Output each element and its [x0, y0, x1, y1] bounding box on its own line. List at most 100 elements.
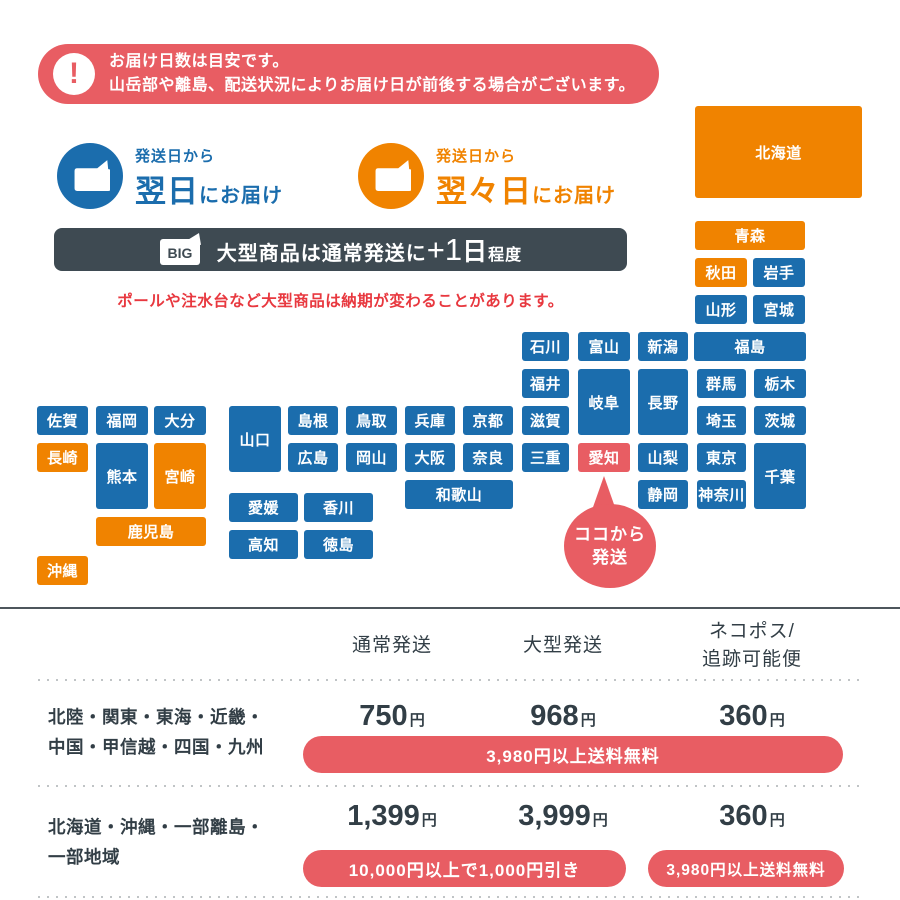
- prefecture-cell: 新潟: [638, 332, 688, 361]
- prefecture-cell: 石川: [522, 332, 569, 361]
- prefecture-cell: 静岡: [638, 480, 688, 509]
- dotted-separator: [38, 896, 862, 898]
- price-large-mainland: 968 円: [530, 700, 596, 732]
- prefecture-cell: 和歌山: [405, 480, 513, 509]
- prefecture-cell: 鹿児島: [96, 517, 206, 546]
- legend-two-day-big: 翌々日: [436, 174, 532, 209]
- prefecture-cell: 奈良: [463, 443, 513, 472]
- prefecture-cell: 大阪: [405, 443, 455, 472]
- package-box-glyph: [375, 160, 411, 191]
- free-shipping-pill: 3,980円以上送料無料: [303, 736, 843, 773]
- legend-caption: 発送日から: [436, 148, 517, 165]
- price-large-remote: 3,999 円: [518, 800, 608, 832]
- prefecture-cell: 東京: [697, 443, 746, 472]
- prefecture-cell: 三重: [522, 443, 569, 472]
- region-label-mainland: 北陸・関東・東海・近畿・ 中国・甲信越・四国・九州: [48, 702, 264, 762]
- prefecture-cell: 群馬: [697, 369, 746, 398]
- prefecture-cell: 福島: [694, 332, 806, 361]
- price-normal-mainland: 750 円: [359, 700, 425, 732]
- package-icon: [57, 143, 123, 209]
- prefecture-cell: 兵庫: [405, 406, 455, 435]
- package-icon: [358, 143, 424, 209]
- prefecture-cell: 大分: [154, 406, 206, 435]
- prefecture-cell: 島根: [288, 406, 338, 435]
- prefecture-cell: 富山: [578, 332, 630, 361]
- prefecture-cell: 徳島: [304, 530, 373, 559]
- prefecture-cell: 岐阜: [578, 369, 630, 435]
- table-top-divider: [0, 607, 900, 609]
- exclamation-glyph: !: [69, 57, 79, 90]
- prefecture-cell: 山梨: [638, 443, 688, 472]
- legend-next-day: 発送日から 翌日にお届け: [57, 143, 283, 211]
- prefecture-cell: 岡山: [346, 443, 397, 472]
- bubble-line-2: 発送: [592, 548, 628, 567]
- legend-two-day-text: 発送日から 翌々日にお届け: [436, 143, 616, 211]
- prefecture-cell: 岩手: [753, 258, 805, 287]
- legend-two-day-rest: にお届け: [532, 185, 616, 207]
- notice-banner: ! お届け日数は目安です。 山岳部や離島、配送状況によりお届け日が前後する場合が…: [38, 44, 659, 104]
- column-header-nekopos-line2: 追跡可能便: [701, 649, 802, 670]
- legend-next-day-text: 発送日から 翌日にお届け: [135, 143, 283, 211]
- discount-pill: 10,000円以上で1,000円引き: [303, 850, 626, 887]
- prefecture-cell: 秋田: [695, 258, 747, 287]
- prefecture-cell: 沖縄: [37, 556, 88, 585]
- column-header-large: 大型発送: [522, 635, 603, 656]
- legend-two-day: 発送日から 翌々日にお届け: [358, 143, 616, 211]
- prefecture-cell: 長野: [638, 369, 688, 435]
- exclamation-icon: !: [53, 53, 95, 95]
- prefecture-cell: 滋賀: [522, 406, 569, 435]
- prefecture-cell: 京都: [463, 406, 513, 435]
- prefecture-cell: 福岡: [96, 406, 148, 435]
- region-label-line2: 中国・甲信越・四国・九州: [48, 737, 264, 757]
- dotted-separator: [38, 679, 862, 681]
- prefecture-cell: 北海道: [695, 106, 862, 198]
- column-header-nekopos-line1: ネコポス/: [709, 621, 795, 642]
- prefecture-cell: 宮城: [753, 295, 805, 324]
- prefecture-cell: 福井: [522, 369, 569, 398]
- region-label-line1: 北海道・沖縄・一部離島・: [48, 817, 264, 837]
- big-banner-text: 大型商品は通常発送に+1日程度: [217, 232, 522, 268]
- dotted-separator: [38, 785, 862, 787]
- prefecture-cell: 山形: [695, 295, 747, 324]
- big-box-icon: BIG: [159, 232, 203, 267]
- big-item-banner: BIG 大型商品は通常発送に+1日程度: [54, 228, 627, 271]
- prefecture-cell: 佐賀: [37, 406, 88, 435]
- legend-next-day-big: 翌日: [135, 174, 199, 209]
- column-header-normal: 通常発送: [351, 635, 432, 656]
- prefecture-cell: 香川: [304, 493, 373, 522]
- prefecture-cell: 熊本: [96, 443, 148, 509]
- region-label-line1: 北陸・関東・東海・近畿・: [48, 707, 264, 727]
- prefecture-cell: 長崎: [37, 443, 88, 472]
- ship-origin-bubble: ココから 発送: [564, 504, 656, 588]
- prefecture-cell: 茨城: [754, 406, 806, 435]
- big-banner-plus: +1: [426, 231, 463, 267]
- price-normal-remote: 1,399 円: [347, 800, 437, 832]
- region-label-line2: 一部地域: [48, 847, 120, 867]
- prefecture-cell: 神奈川: [697, 480, 746, 509]
- big-banner-day: 日: [462, 237, 489, 266]
- prefecture-cell: 栃木: [754, 369, 806, 398]
- big-banner-pre: 大型商品は通常発送に: [216, 242, 427, 265]
- legend-caption: 発送日から: [135, 148, 216, 165]
- large-item-note: ポールや注水台など大型商品は納期が変わることがあります。: [117, 293, 564, 310]
- column-header-nekopos: ネコポス/ 追跡可能便: [652, 618, 852, 674]
- prefecture-cell: 鳥取: [346, 406, 397, 435]
- big-banner-suffix: 程度: [488, 246, 523, 264]
- prefecture-cell: 愛媛: [229, 493, 298, 522]
- bubble-line-1: ココから: [574, 525, 646, 544]
- prefecture-cell: 宮崎: [154, 443, 206, 509]
- legend-next-day-rest: にお届け: [199, 185, 283, 207]
- prefecture-cell: 青森: [695, 221, 805, 250]
- package-box-glyph: [74, 160, 110, 191]
- prefecture-cell: 埼玉: [697, 406, 746, 435]
- free-shipping-pill: 3,980円以上送料無料: [648, 850, 844, 887]
- notice-text: お届け日数は目安です。 山岳部や離島、配送状況によりお届け日が前後する場合がござ…: [109, 50, 635, 98]
- notice-line-1: お届け日数は目安です。: [109, 53, 289, 70]
- big-icon-label: BIG: [167, 245, 192, 261]
- price-nekopos-mainland: 360 円: [719, 700, 785, 732]
- prefecture-cell: 広島: [288, 443, 338, 472]
- prefecture-cell: 高知: [229, 530, 298, 559]
- notice-line-2: 山岳部や離島、配送状況によりお届け日が前後する場合がございます。: [109, 77, 636, 94]
- prefecture-cell: 愛知: [578, 443, 630, 472]
